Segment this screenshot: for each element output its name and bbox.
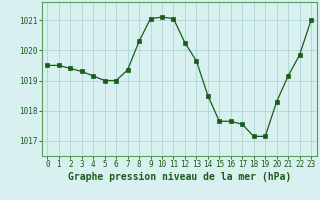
X-axis label: Graphe pression niveau de la mer (hPa): Graphe pression niveau de la mer (hPa) (68, 172, 291, 182)
